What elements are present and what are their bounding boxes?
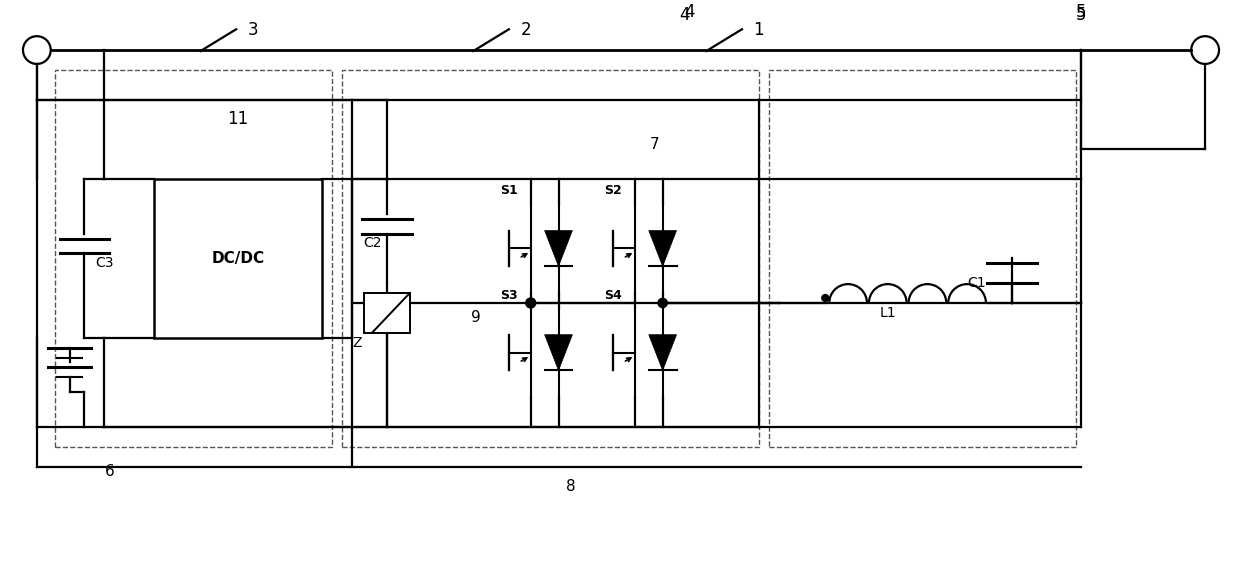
Text: C1: C1	[967, 276, 986, 290]
Text: S3: S3	[500, 289, 518, 302]
Text: S1: S1	[500, 184, 518, 197]
Text: 3: 3	[248, 21, 258, 39]
Text: 5: 5	[1076, 4, 1086, 21]
Bar	[342, 70, 759, 447]
Text: 11: 11	[228, 110, 249, 129]
Circle shape	[526, 298, 536, 308]
Circle shape	[658, 299, 667, 308]
Polygon shape	[649, 231, 677, 266]
Circle shape	[658, 299, 667, 308]
Circle shape	[526, 299, 536, 308]
Text: C3: C3	[95, 257, 114, 270]
Text: 7: 7	[650, 137, 660, 152]
Text: C2: C2	[363, 237, 382, 251]
Text: 4: 4	[680, 6, 689, 24]
Text: 4: 4	[684, 4, 694, 21]
Text: L1: L1	[879, 306, 897, 320]
Circle shape	[822, 295, 828, 302]
Text: 9: 9	[471, 311, 481, 325]
Text: Z: Z	[352, 336, 362, 350]
Text: 1: 1	[754, 21, 764, 39]
Text: S2: S2	[604, 184, 622, 197]
Text: S4: S4	[604, 289, 622, 302]
Bar	[365, 293, 409, 333]
Polygon shape	[649, 335, 677, 370]
Bar	[154, 179, 322, 338]
Bar	[769, 70, 1076, 447]
Bar	[55, 70, 332, 447]
Text: 8: 8	[565, 479, 575, 494]
Polygon shape	[544, 335, 573, 370]
Text: DC/DC: DC/DC	[212, 251, 265, 266]
Text: 6: 6	[104, 464, 114, 479]
Text: 2: 2	[521, 21, 531, 39]
Polygon shape	[544, 231, 573, 266]
Text: 5: 5	[1076, 6, 1086, 24]
